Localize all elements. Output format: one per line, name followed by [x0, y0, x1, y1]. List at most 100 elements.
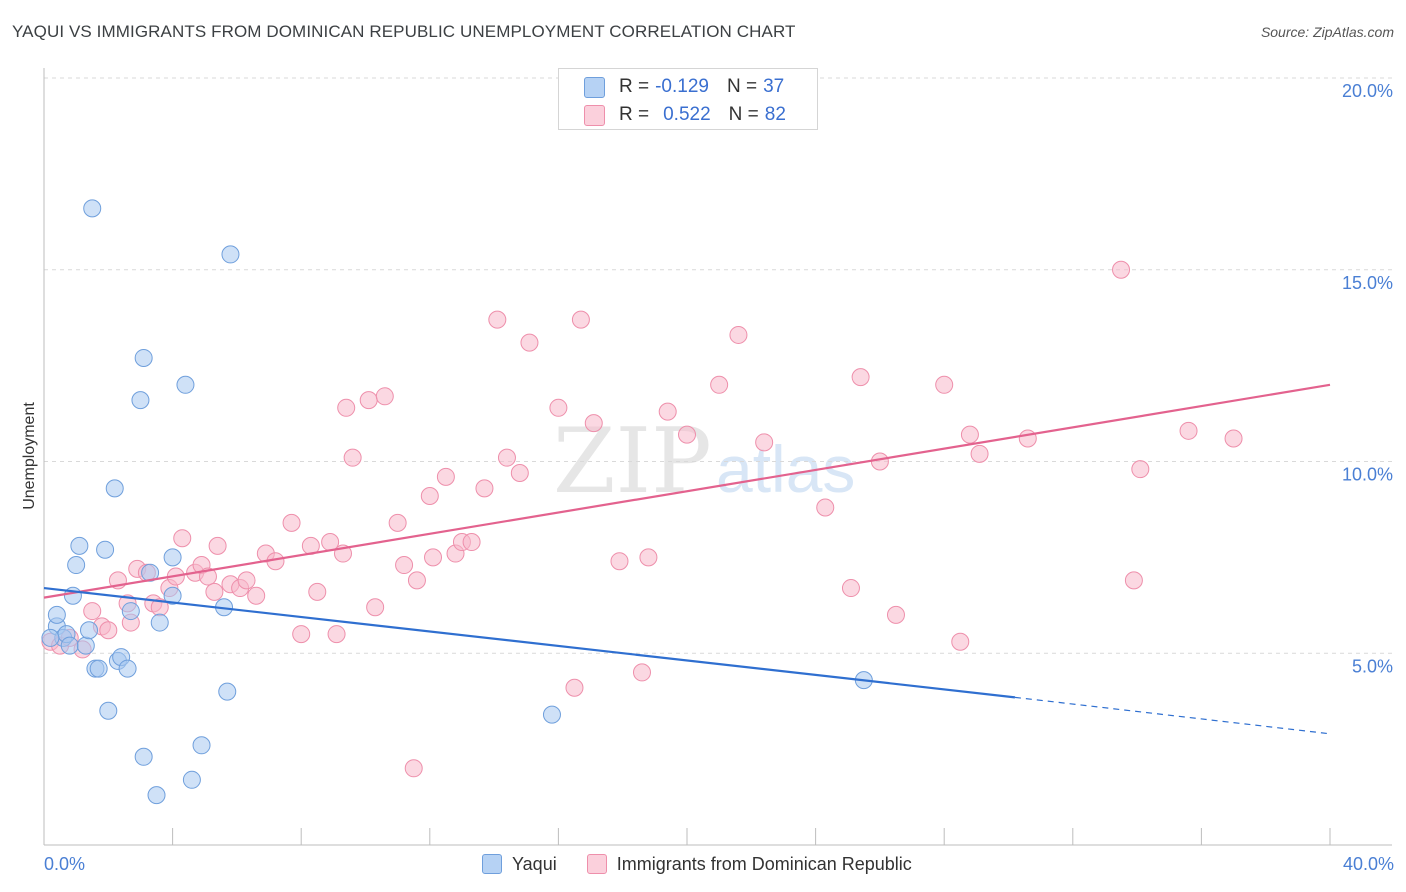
dominican-point	[632, 663, 651, 682]
yaqui-point	[67, 556, 86, 575]
legend-swatch-dominican	[586, 854, 607, 874]
yaqui-point	[80, 621, 99, 640]
yaqui-point	[147, 786, 166, 805]
dominican-point	[308, 582, 327, 601]
dominican-point	[610, 552, 629, 571]
correlation-legend: R = -0.129 N = 37 R = 0.522 N = 82	[558, 68, 818, 130]
r-label: R =	[619, 104, 650, 125]
x-tick-label: 40.0%	[1343, 854, 1394, 874]
dominican-point	[375, 387, 394, 406]
yaqui-point	[131, 391, 150, 410]
y-tick-label: 5.0%	[1352, 656, 1393, 676]
yaqui-point	[163, 586, 182, 605]
yaqui-point	[150, 613, 169, 632]
dominican-point	[237, 571, 256, 590]
r-value: -0.129	[655, 76, 709, 97]
n-label: N =	[726, 76, 758, 97]
dominican-point	[1179, 421, 1198, 440]
legend-row-swatch	[584, 104, 605, 126]
dominican-point	[1131, 460, 1150, 479]
dominican-point	[436, 467, 455, 486]
yaqui-point	[192, 736, 211, 755]
dominican-point	[205, 582, 224, 601]
n-value: 82	[764, 104, 786, 125]
dominican-point	[549, 398, 568, 417]
yaqui-point	[221, 245, 240, 264]
dominican-point	[755, 433, 774, 452]
yaqui-trend-extension	[1014, 696, 1331, 735]
dominican-point	[173, 529, 192, 548]
yaqui-point	[76, 636, 95, 655]
dominican-point	[208, 536, 227, 555]
y-tick-label: 10.0%	[1342, 465, 1393, 485]
dominican-point	[407, 571, 426, 590]
dominican-point	[337, 398, 356, 417]
legend-label-dominican: Immigrants from Dominican Republic	[616, 853, 912, 874]
dominican-point	[571, 310, 590, 329]
dominican-trend-line	[43, 383, 1331, 599]
yaqui-point	[83, 199, 102, 218]
dominican-point	[951, 632, 970, 651]
dominican-point	[282, 513, 301, 532]
dominican-point	[327, 625, 346, 644]
dominican-point	[462, 533, 481, 552]
r-value: 0.522	[663, 104, 711, 125]
chart-title: YAQUI VS IMMIGRANTS FROM DOMINICAN REPUB…	[12, 22, 796, 41]
dominican-point	[1124, 571, 1143, 590]
r-label: R =	[619, 76, 650, 97]
legend-row-text: R = -0.129 N = 37	[619, 76, 784, 98]
watermark-atlas: atlas	[716, 432, 855, 506]
dominican-point	[497, 448, 516, 467]
legend-label-yaqui: Yaqui	[512, 853, 557, 874]
dominican-point	[870, 452, 889, 471]
dominican-point	[83, 602, 102, 621]
dominican-point	[710, 375, 729, 394]
yaqui-point	[47, 605, 66, 624]
dominican-point	[388, 513, 407, 532]
yaqui-trend-line	[43, 586, 1016, 699]
yaqui-point	[542, 705, 561, 724]
legend-row-swatch	[584, 76, 605, 98]
dominican-point	[247, 586, 266, 605]
dominican-point	[520, 333, 539, 352]
x-tick-label: 0.0%	[44, 854, 85, 874]
dominican-point	[816, 498, 835, 517]
yaqui-point	[163, 548, 182, 567]
yaqui-point	[41, 628, 60, 647]
dominican-point	[359, 391, 378, 410]
dominican-point	[584, 414, 603, 433]
legend-item-dominican[interactable]: Immigrants from Dominican Republic	[586, 853, 912, 875]
yaqui-point	[60, 636, 79, 655]
y-tick-label: 15.0%	[1342, 273, 1393, 293]
dominican-point	[420, 487, 439, 506]
dominican-point	[488, 310, 507, 329]
yaqui-point	[96, 540, 115, 559]
dominican-point	[565, 678, 584, 697]
dominican-point	[404, 759, 423, 778]
yaqui-point	[105, 479, 124, 498]
dominican-point	[292, 625, 311, 644]
y-tick-label: 20.0%	[1342, 81, 1393, 101]
legend-item-yaqui[interactable]: Yaqui	[482, 854, 557, 875]
dominican-point	[1018, 429, 1037, 448]
dominican-point	[99, 621, 118, 640]
series-legend: Yaqui Immigrants from Dominican Republic	[482, 852, 942, 876]
dominican-point	[935, 375, 954, 394]
dominican-point	[424, 548, 443, 567]
dominican-point	[729, 325, 748, 344]
yaqui-point	[182, 770, 201, 789]
yaqui-point	[134, 348, 153, 367]
dominican-point	[678, 425, 696, 444]
dominican-point	[970, 444, 989, 463]
yaqui-point	[134, 747, 153, 766]
yaqui-point	[99, 701, 118, 720]
yaqui-point	[141, 563, 160, 582]
dominican-point	[1112, 260, 1131, 279]
n-value: 37	[763, 76, 785, 97]
yaqui-point	[118, 659, 137, 678]
legend-row-text: R = 0.522 N = 82	[619, 104, 786, 126]
dominican-point	[639, 548, 658, 567]
yaqui-point	[121, 602, 140, 621]
dominican-point	[960, 425, 979, 444]
dominican-point	[851, 368, 870, 387]
